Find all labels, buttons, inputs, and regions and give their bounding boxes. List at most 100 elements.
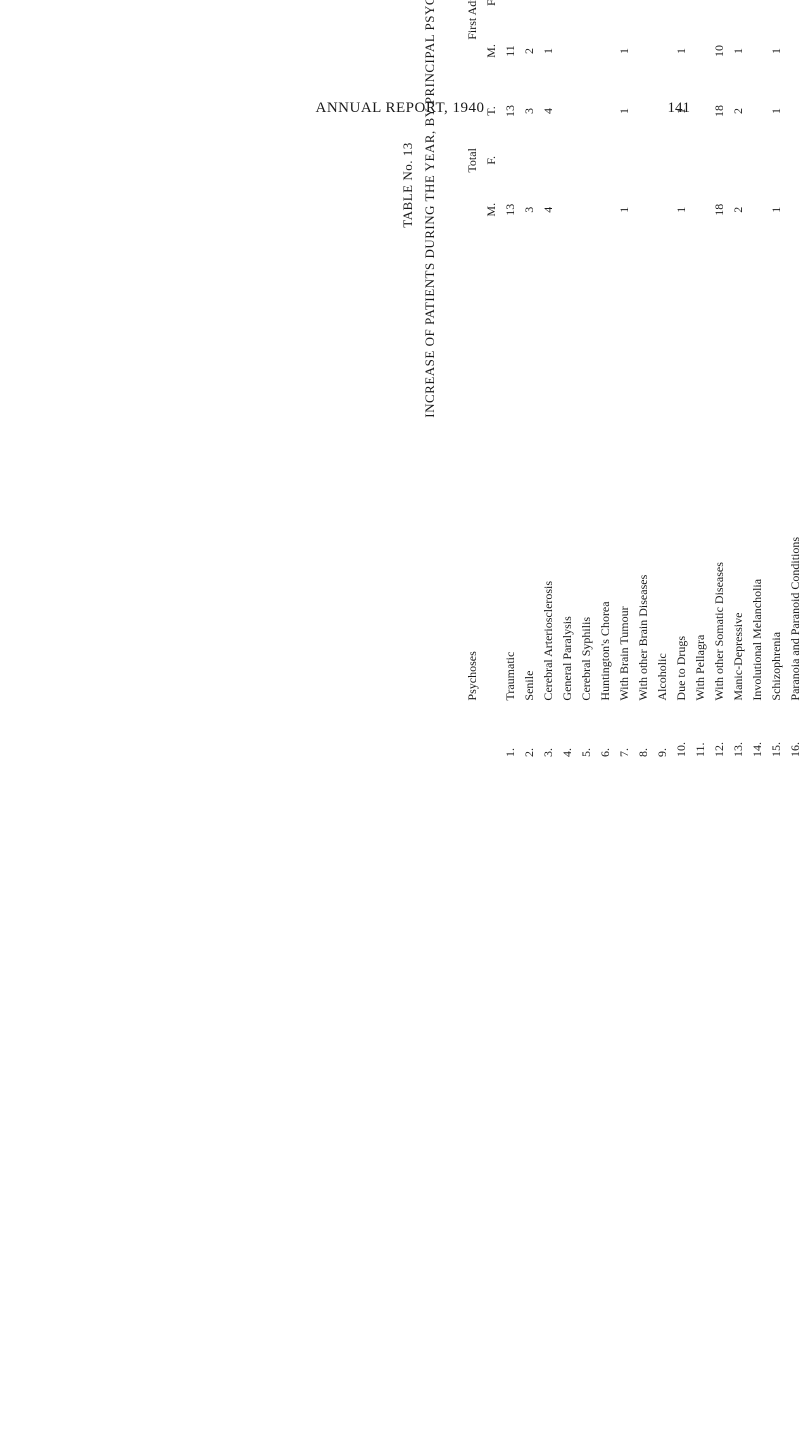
data-cell: 13	[501, 185, 520, 234]
table-subcaption: INCREASE OF PATIENTS DURING THE YEAR, BY…	[422, 0, 438, 760]
table-header-groups: Psychoses Total First Admission Re-admis…	[463, 0, 482, 760]
data-cell: 1	[615, 86, 634, 135]
data-cell	[767, 0, 786, 26]
data-cell	[596, 185, 615, 234]
data-cell	[558, 136, 577, 185]
row-number: 2.	[520, 704, 539, 760]
data-cell: 2	[729, 185, 748, 234]
data-cell: 3	[520, 185, 539, 234]
data-cell	[748, 136, 767, 185]
data-cell	[729, 136, 748, 185]
table-row: 6.Huntington's Chorea	[596, 0, 615, 760]
table-header-mft: M. F. T. M. F. T. M. F. T. M. F. T.	[482, 0, 501, 760]
table-row: 4.General Paralysis	[558, 0, 577, 760]
data-cell	[786, 185, 800, 234]
rotated-table-container: TABLE No. 13 INCREASE OF PATIENTS DURING…	[400, 0, 800, 760]
row-label: Alcoholic	[653, 245, 672, 704]
data-cell: 1	[767, 26, 786, 75]
data-cell	[653, 136, 672, 185]
row-label: With Brain Tumour	[615, 245, 634, 704]
table-body: 1.Traumatic13131111222.Senile3322113.Cer…	[501, 0, 800, 760]
data-cell	[596, 0, 615, 26]
row-label: Cerebral Arteriosclerosis	[539, 245, 558, 704]
data-cell	[748, 86, 767, 135]
data-cell: 18	[710, 185, 729, 234]
data-cell	[748, 185, 767, 234]
data-cell	[634, 26, 653, 75]
row-label: Senile	[520, 245, 539, 704]
row-label: Traumatic	[501, 245, 520, 704]
data-cell	[558, 26, 577, 75]
table-row: 10.Due to Drugs1111	[672, 0, 691, 760]
row-label: With other Brain Diseases	[634, 245, 653, 704]
data-cell	[577, 26, 596, 75]
data-cell	[653, 185, 672, 234]
row-number: 15.	[767, 704, 786, 760]
data-cell	[729, 0, 748, 26]
row-number: 10.	[672, 704, 691, 760]
data-cell	[653, 86, 672, 135]
data-cell	[577, 0, 596, 26]
data-cell: 11	[501, 26, 520, 75]
col-m: M.	[482, 185, 501, 234]
data-cell: 1	[672, 26, 691, 75]
data-cell: 18	[710, 86, 729, 135]
data-cell: 1	[539, 26, 558, 75]
row-number: 1.	[501, 704, 520, 760]
table-row: 14.Involutional Melancholia	[748, 0, 767, 760]
row-label: Huntington's Chorea	[596, 245, 615, 704]
group-first: First Admission	[463, 0, 482, 76]
table-row: 12.With other Somatic Diseases1818101033…	[710, 0, 729, 760]
row-number: 5.	[577, 704, 596, 760]
data-cell	[539, 0, 558, 26]
data-cell	[501, 0, 520, 26]
data-cell	[634, 0, 653, 26]
data-cell	[577, 185, 596, 234]
row-label: Involutional Melancholia	[748, 245, 767, 704]
table-row: 16.Paranoia and Paranoid Conditions	[786, 0, 800, 760]
data-cell: 2	[729, 86, 748, 135]
data-cell: 1	[729, 26, 748, 75]
data-cell	[710, 0, 729, 26]
table-row: 1.Traumatic1313111122	[501, 0, 520, 760]
data-cell	[634, 185, 653, 234]
data-cell: 2	[520, 26, 539, 75]
col-f: F.	[482, 0, 501, 26]
table-row: 5.Cerebral Syphilis	[577, 0, 596, 760]
psychoses-col-header: Psychoses	[463, 245, 482, 704]
data-cell: 1	[767, 185, 786, 234]
data-cell: 1	[615, 185, 634, 234]
data-cell: 10	[710, 26, 729, 75]
table-row: 13.Manic-Depressive221111	[729, 0, 748, 760]
data-cell	[653, 26, 672, 75]
data-cell	[786, 0, 800, 26]
data-cell	[767, 136, 786, 185]
data-cell: 1	[672, 86, 691, 135]
table-row: 2.Senile332211	[520, 0, 539, 760]
data-cell	[748, 26, 767, 75]
row-label: Due to Drugs	[672, 245, 691, 704]
table-row: 15.Schizophrenia1111	[767, 0, 786, 760]
row-label: With Pellagra	[691, 245, 710, 704]
row-number: 12.	[710, 704, 729, 760]
data-cell	[596, 26, 615, 75]
data-cell	[577, 86, 596, 135]
table-row: 7.With Brain Tumour1111	[615, 0, 634, 760]
row-number: 6.	[596, 704, 615, 760]
data-cell	[672, 136, 691, 185]
data-cell: 1	[615, 26, 634, 75]
row-label: Manic-Depressive	[729, 245, 748, 704]
row-label: General Paralysis	[558, 245, 577, 704]
data-cell	[520, 136, 539, 185]
table-caption: TABLE No. 13	[400, 0, 416, 760]
data-cell	[691, 86, 710, 135]
data-cell	[691, 185, 710, 234]
data-cell	[615, 0, 634, 26]
data-cell: 1	[672, 185, 691, 234]
data-cell	[786, 136, 800, 185]
row-label: Paranoia and Paranoid Conditions	[786, 245, 800, 704]
data-cell	[596, 136, 615, 185]
data-cell	[691, 0, 710, 26]
row-number: 9.	[653, 704, 672, 760]
table-row: 8.With other Brain Diseases	[634, 0, 653, 760]
